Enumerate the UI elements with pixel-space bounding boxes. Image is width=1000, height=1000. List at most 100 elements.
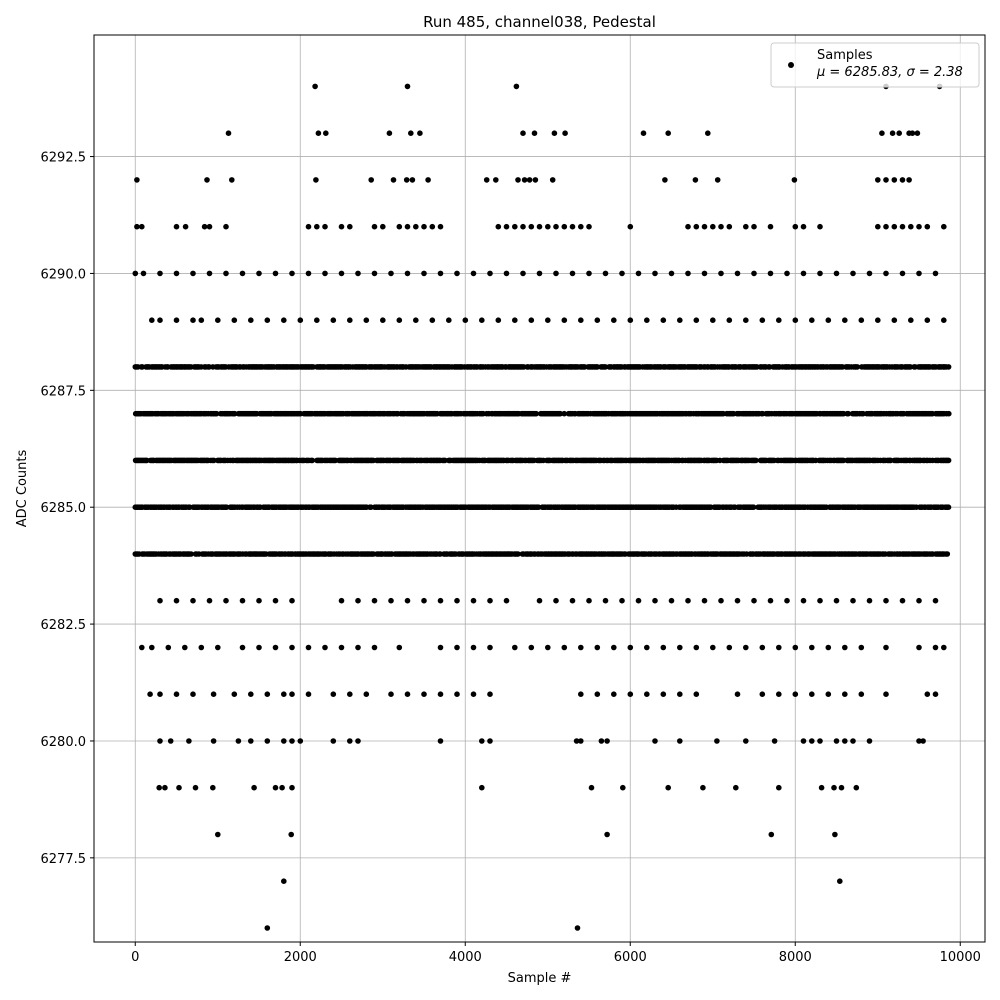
data-point <box>190 691 196 697</box>
y-tick-label: 6290.0 <box>41 267 87 282</box>
data-point <box>487 270 493 277</box>
data-point <box>380 223 386 230</box>
data-point <box>305 644 312 651</box>
data-point <box>297 738 304 744</box>
data-point <box>347 691 353 697</box>
data-point <box>665 130 671 136</box>
data-point <box>483 177 490 183</box>
y-axis-label: ADC Counts <box>15 450 30 528</box>
data-point <box>831 784 837 791</box>
data-point <box>545 317 551 324</box>
data-point <box>421 597 427 604</box>
data-point <box>446 317 452 324</box>
data-point <box>842 691 848 697</box>
data-point <box>578 738 584 744</box>
data-point <box>784 270 790 277</box>
data-point <box>521 177 528 183</box>
data-point <box>553 270 559 277</box>
data-point <box>561 223 568 230</box>
data-point <box>371 597 378 604</box>
data-point <box>495 317 502 324</box>
data-point <box>512 644 518 651</box>
data-point <box>660 691 667 697</box>
data-point <box>188 551 194 557</box>
data-point <box>396 317 403 324</box>
data-point <box>388 597 394 604</box>
data-point <box>743 738 749 744</box>
data-point <box>210 691 217 697</box>
data-point <box>322 644 328 651</box>
data-point <box>167 738 174 744</box>
data-point <box>710 644 716 651</box>
data-point <box>941 644 947 651</box>
data-point <box>520 130 526 136</box>
data-point <box>924 317 931 324</box>
data-point <box>759 691 766 697</box>
data-point <box>182 644 188 651</box>
data-point <box>858 317 865 324</box>
data-point <box>751 223 757 230</box>
data-point <box>215 317 221 324</box>
data-point <box>503 597 510 604</box>
data-point <box>685 270 691 277</box>
data-point <box>776 644 782 651</box>
data-point <box>549 177 556 183</box>
data-point <box>545 223 551 230</box>
data-point <box>297 317 304 324</box>
data-point <box>578 317 584 324</box>
data-point <box>289 597 295 604</box>
data-point <box>875 177 881 183</box>
data-point <box>493 177 499 183</box>
data-point <box>470 270 477 277</box>
data-point <box>487 644 493 651</box>
data-point <box>627 223 634 230</box>
data-point <box>371 644 378 651</box>
data-point <box>437 644 444 651</box>
data-point <box>896 130 902 136</box>
y-tick-label: 6292.5 <box>41 151 87 166</box>
data-point <box>586 270 592 277</box>
data-point <box>776 317 782 324</box>
data-point <box>573 738 580 744</box>
data-point <box>553 223 559 230</box>
data-point <box>198 644 205 651</box>
data-point <box>743 644 749 651</box>
data-point <box>644 691 650 697</box>
data-point <box>932 597 939 604</box>
data-point <box>256 597 262 604</box>
data-point <box>594 317 601 324</box>
data-point <box>190 597 196 604</box>
data-point <box>858 691 865 697</box>
data-point <box>165 644 172 651</box>
data-point <box>305 270 312 277</box>
data-point <box>906 177 912 183</box>
data-point <box>192 784 199 791</box>
data-point <box>743 317 749 324</box>
data-point <box>726 644 733 651</box>
data-point <box>838 784 845 791</box>
data-point <box>677 691 683 697</box>
x-tick-label: 8000 <box>779 950 812 965</box>
data-point <box>611 317 617 324</box>
data-point <box>363 317 370 324</box>
data-point <box>817 738 823 744</box>
data-point <box>176 784 182 791</box>
data-point <box>875 223 881 230</box>
data-point <box>818 784 825 791</box>
data-point <box>479 738 485 744</box>
data-point <box>685 597 691 604</box>
data-point <box>620 784 626 791</box>
data-point <box>850 597 856 604</box>
data-point <box>264 738 271 744</box>
data-point <box>347 223 353 230</box>
data-point <box>891 177 898 183</box>
legend-box <box>770 42 980 88</box>
data-point <box>850 738 856 744</box>
data-point <box>837 878 843 884</box>
data-point <box>147 691 153 697</box>
data-point <box>413 223 419 230</box>
data-point <box>149 317 155 324</box>
data-point <box>437 691 444 697</box>
data-point <box>186 738 192 744</box>
